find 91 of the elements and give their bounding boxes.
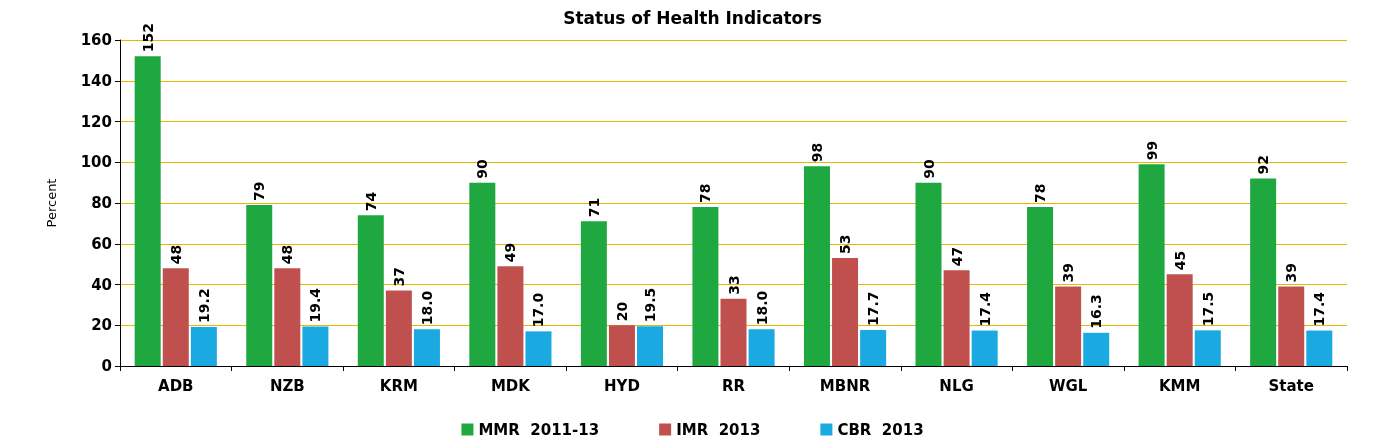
bar [580,221,607,366]
data-label: 39 [1060,263,1077,283]
bar [1250,178,1277,366]
x-tick-label: NZB [269,376,305,395]
data-label: 99 [1143,140,1160,161]
data-label: 90 [474,158,491,179]
data-label: 17.5 [1199,291,1216,327]
data-label: 78 [697,183,714,204]
y-tick-label: 160 [80,31,112,49]
bar [469,182,496,366]
data-label: 37 [390,267,407,287]
data-label: 48 [279,244,296,265]
legend-label: MMR 2011-13 [478,420,600,439]
data-label: 48 [167,244,184,265]
bar [1278,286,1305,366]
bar [803,166,830,366]
data-label: 47 [948,246,965,267]
data-label: 71 [585,197,602,218]
bar [1055,286,1082,366]
data-label: 19.5 [642,287,659,323]
data-label: 79 [251,181,268,202]
x-tick-label: MDK [490,376,532,395]
data-label: 17.0 [530,292,547,328]
bar [385,290,412,366]
bar [134,56,161,366]
y-tick-label: 40 [91,275,112,294]
bar [497,266,524,366]
bar [1194,330,1221,366]
data-label: 18.0 [753,290,770,326]
y-tick-label: 80 [91,194,112,212]
data-label: 16.3 [1088,294,1105,329]
x-tick-label: ADB [158,376,194,395]
bar [971,330,998,366]
bar [162,268,189,366]
data-label: 20 [613,301,630,322]
bar [1083,332,1110,366]
bar [190,326,217,366]
data-label: 45 [1171,250,1188,271]
data-label: 17.4 [976,291,993,327]
data-label: 90 [920,158,937,179]
data-label: 39 [1283,263,1300,283]
bar [525,331,552,366]
bar [246,205,273,366]
bar [1306,330,1333,366]
x-tick-label: HYD [604,376,640,395]
y-tick-label: 20 [91,316,112,335]
data-label: 53 [837,234,854,255]
data-label: 78 [1032,183,1049,204]
data-label: 18.0 [418,290,435,326]
bar [748,329,775,366]
data-label: 92 [1255,155,1272,175]
bar [943,270,970,366]
data-label: 19.2 [195,288,212,323]
legend-label: CBR 2013 [837,420,924,439]
data-label: 17.4 [1311,291,1328,327]
data-label: 33 [725,275,742,295]
data-label: 17.7 [865,291,882,326]
x-tick-label: NLG [939,376,974,395]
bar [302,326,329,366]
x-tick-label: KRM [379,376,418,395]
bar [637,326,664,366]
bar [357,215,384,366]
data-label: 49 [502,242,519,263]
x-tick-label: KMM [1158,376,1201,395]
bar [832,258,859,366]
bar [915,182,942,366]
y-tick-label: 100 [80,153,112,172]
y-tick-label: 120 [80,112,112,131]
legend-label: IMR 2013 [676,420,761,439]
x-tick-label: State [1268,376,1314,395]
data-label: 74 [362,191,379,212]
bar [860,329,887,366]
y-tick-label: 0 [101,357,112,375]
bar [608,325,635,366]
data-label: 98 [808,142,825,163]
bar [1138,164,1165,366]
y-tick-label: 140 [80,71,112,90]
x-tick-label: WGL [1048,376,1088,395]
bar [692,207,719,366]
data-label: 19.4 [307,287,324,323]
bar [1166,274,1193,366]
x-tick-label: MBNR [819,376,871,395]
y-axis-title: Percent [44,178,59,228]
bar [413,329,440,366]
bar [274,268,301,366]
y-tick-label: 60 [91,234,112,253]
bar [720,298,747,366]
bar [1027,207,1054,366]
data-label: 152 [139,23,156,53]
x-tick-label: RR [721,376,746,395]
chart-title: Status of Health Indicators [563,7,822,28]
